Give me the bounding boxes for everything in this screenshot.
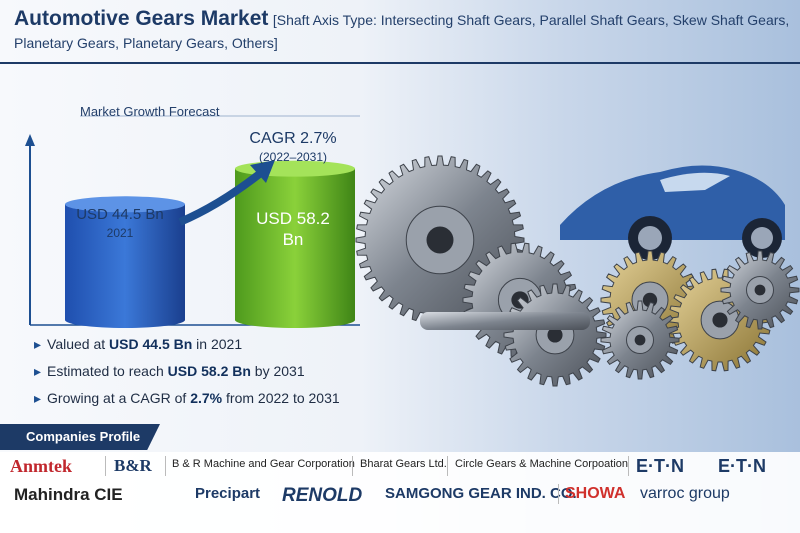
- company-logo: Precipart: [195, 485, 261, 502]
- cylinder: [65, 196, 185, 328]
- cylinder-top: [65, 196, 185, 213]
- company-logo: Circle Gears & Machine Corpoation: [455, 458, 629, 470]
- bullet-text: by 2031: [250, 363, 305, 379]
- bullet-highlight: 2.7%: [190, 390, 223, 406]
- gear-bore: [426, 226, 454, 254]
- title: Automotive Gears Market: [14, 7, 269, 30]
- gear-bore: [754, 284, 766, 296]
- bullet: Growing at a CAGR of 2.7% from 2022 to 2…: [34, 390, 340, 407]
- company-logo: RENOLD: [282, 485, 363, 506]
- bullet-text: Valued at: [47, 336, 110, 352]
- bullet-highlight: USD 58.2 Bn: [167, 363, 251, 379]
- gear-bore: [634, 334, 646, 346]
- subtitle: Planetary Gears, Planetary Gears, Others…: [14, 35, 278, 51]
- gears: [355, 155, 800, 387]
- company-logo: SAMGONG GEAR IND. CO.: [385, 485, 577, 502]
- cylinder-body: [235, 168, 355, 328]
- axis-arrow: [25, 134, 35, 146]
- company-logo: E·T·N: [718, 456, 766, 476]
- company-logo: Bharat Gears Ltd.: [360, 458, 447, 470]
- logo-strip: Anmtek B&R B & R Machine and Gear Corporat…: [0, 452, 800, 533]
- forecast-label: Market Growth Forecast: [80, 104, 220, 119]
- company-logo: varroc group: [640, 485, 730, 502]
- company-logo: B&R: [114, 456, 152, 475]
- logo-separator: [105, 456, 106, 476]
- subtitle: [Shaft Axis Type: Intersecting Shaft Gea…: [272, 12, 790, 28]
- bullet-highlight: USD 44.5 Bn: [109, 336, 193, 352]
- logo-separator: [558, 484, 559, 504]
- title-block: Automotive Gears Market [Shaft Axis Type…: [14, 8, 794, 55]
- bullet-text: from 2022 to 2031: [222, 390, 340, 406]
- title-rule: [0, 62, 800, 64]
- bar-label: USD 44.5 Bn: [76, 206, 164, 223]
- bullet: Valued at USD 44.5 Bn in 2021: [34, 336, 242, 353]
- logo-separator: [352, 456, 353, 476]
- bar-label: USD 58.2 Bn: [256, 209, 330, 249]
- bar-year: 2021: [106, 226, 134, 240]
- bullet: Estimated to reach USD 58.2 Bn by 2031: [34, 363, 305, 380]
- gear-bore: [547, 327, 563, 343]
- cagr: CAGR 2.7%: [249, 130, 337, 147]
- companies-title: Companies Profile: [0, 424, 160, 450]
- company-logo: B & R Machine and Gear Corporation: [172, 458, 355, 470]
- company-logo: E·T·N: [636, 456, 684, 476]
- bullet-text: Estimated to reach: [47, 363, 168, 379]
- company-logo: SHOWA: [565, 485, 626, 502]
- logo-separator: [165, 456, 166, 476]
- cagr-period: (2022–2031): [258, 150, 328, 164]
- company-logo: Mahindra CIE: [14, 485, 123, 504]
- gear-bore: [712, 312, 728, 328]
- logo-separator: [447, 456, 448, 476]
- company-logo: Anmtek: [10, 456, 72, 476]
- bullet-text: Growing at a CAGR of: [47, 390, 191, 406]
- growth-arrow-head: [250, 160, 275, 183]
- cylinder-body: [65, 204, 185, 328]
- growth-arrow: [178, 168, 265, 226]
- bullet-text: in 2021: [192, 336, 243, 352]
- car: [560, 165, 785, 260]
- shaft: [420, 312, 590, 330]
- logo-separator: [628, 456, 629, 476]
